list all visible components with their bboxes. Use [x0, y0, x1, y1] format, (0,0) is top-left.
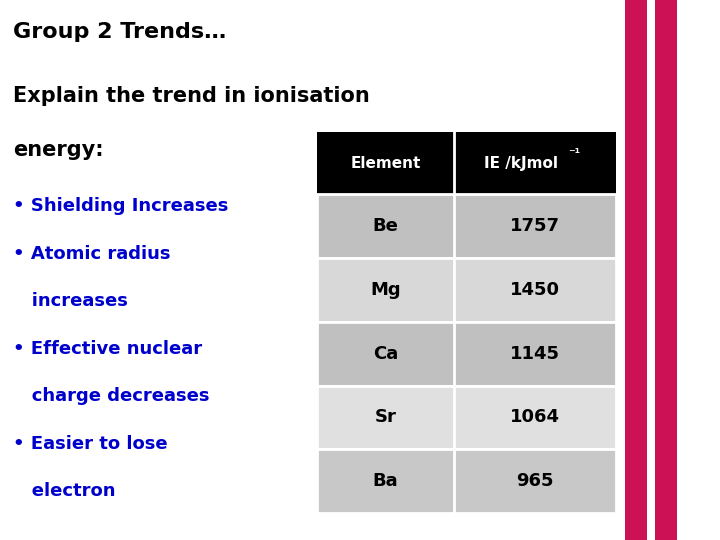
- Text: increases: increases: [13, 292, 128, 310]
- FancyBboxPatch shape: [625, 0, 647, 540]
- Text: Element: Element: [351, 156, 420, 171]
- Text: ⁻¹: ⁻¹: [569, 147, 580, 160]
- Text: Ba: Ba: [373, 472, 398, 490]
- Text: 1064: 1064: [510, 408, 560, 427]
- Text: Be: Be: [372, 217, 398, 235]
- Text: electron: electron: [13, 482, 115, 500]
- Text: 1450: 1450: [510, 281, 560, 299]
- FancyBboxPatch shape: [317, 132, 616, 194]
- Text: • Shielding Increases: • Shielding Increases: [13, 197, 228, 215]
- FancyBboxPatch shape: [317, 322, 616, 386]
- Text: IE /kJmol: IE /kJmol: [484, 156, 557, 171]
- Text: 1145: 1145: [510, 345, 560, 363]
- Text: charge decreases: charge decreases: [13, 387, 210, 405]
- Text: 1757: 1757: [510, 217, 560, 235]
- Text: • Effective nuclear: • Effective nuclear: [13, 340, 202, 357]
- Text: Group 2 Trends…: Group 2 Trends…: [13, 22, 226, 42]
- FancyBboxPatch shape: [317, 258, 616, 322]
- FancyBboxPatch shape: [317, 449, 616, 513]
- Text: 965: 965: [516, 472, 554, 490]
- Text: Sr: Sr: [374, 408, 397, 427]
- Text: • Atomic radius: • Atomic radius: [13, 245, 171, 262]
- Text: Ca: Ca: [373, 345, 398, 363]
- Text: energy:: energy:: [13, 140, 104, 160]
- Text: • Easier to lose: • Easier to lose: [13, 435, 168, 453]
- FancyBboxPatch shape: [655, 0, 677, 540]
- FancyBboxPatch shape: [317, 194, 616, 258]
- Text: Mg: Mg: [370, 281, 401, 299]
- Text: Explain the trend in ionisation: Explain the trend in ionisation: [13, 86, 369, 106]
- FancyBboxPatch shape: [317, 386, 616, 449]
